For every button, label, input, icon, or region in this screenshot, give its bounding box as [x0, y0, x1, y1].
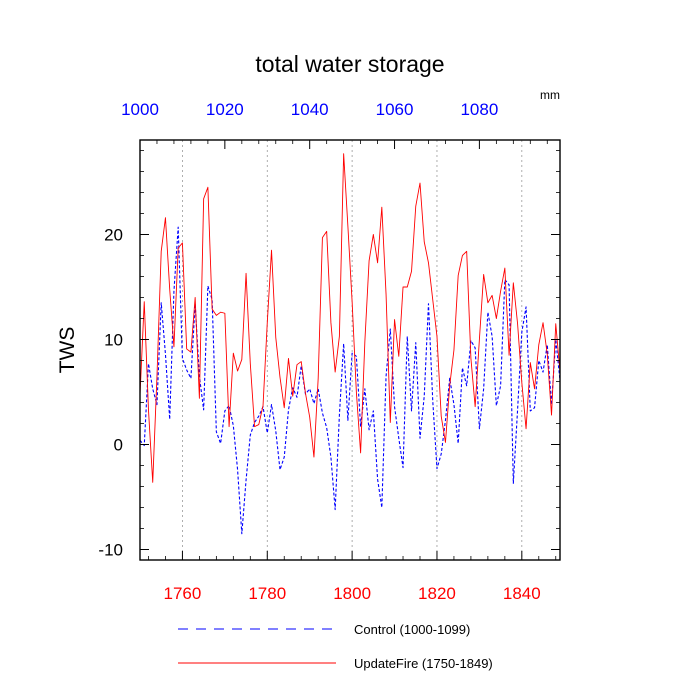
plot-frame — [139, 139, 561, 561]
legend-label-control: Control (1000-1099) — [354, 622, 470, 637]
vertical-gridlines — [182, 140, 523, 560]
chart-title: total water storage — [255, 51, 444, 77]
x-bottom-tick-label: 1760 — [164, 584, 202, 603]
series-line-control — [139, 226, 561, 535]
y-tick-label: -10 — [98, 541, 123, 560]
x-bottom-tick-label: 1820 — [418, 584, 456, 603]
legend-label-updatefire: UpdateFire (1750-1849) — [354, 656, 493, 671]
y-tick-label: 0 — [114, 436, 123, 455]
series-line-updatefire — [139, 153, 561, 483]
x-top-tick-label: 1060 — [376, 100, 414, 119]
units-label: mm — [540, 88, 560, 102]
x-top-tick-label: 1020 — [206, 100, 244, 119]
y-tick-label: 20 — [104, 226, 123, 245]
series-lines — [139, 153, 561, 535]
x-top-tick-label: 1000 — [121, 100, 159, 119]
x-bottom-tick-label: 1780 — [248, 584, 286, 603]
y-tick-label: 10 — [104, 331, 123, 350]
x-top-tick-label: 1080 — [460, 100, 498, 119]
axis-ticks — [139, 140, 560, 560]
y-axis-label: TWS — [56, 327, 79, 374]
legend: Control (1000-1099) UpdateFire (1750-184… — [178, 622, 493, 671]
x-bottom-tick-label: 1840 — [503, 584, 541, 603]
x-bottom-tick-label: 1800 — [333, 584, 371, 603]
x-top-tick-label: 1040 — [291, 100, 329, 119]
